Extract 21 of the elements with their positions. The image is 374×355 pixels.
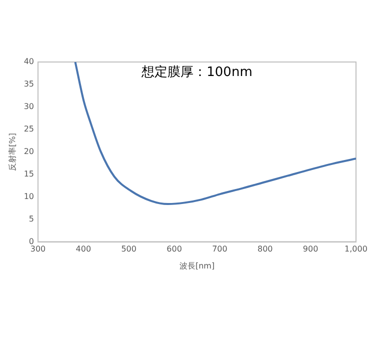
x-tick-label: 500 xyxy=(121,244,136,254)
y-tick-label: 25 xyxy=(24,124,34,134)
x-tick-label: 1,000 xyxy=(344,244,368,254)
x-tick-label: 400 xyxy=(76,244,92,254)
line-series xyxy=(74,62,356,206)
y-tick-label: 10 xyxy=(24,192,34,201)
x-tick-label: 300 xyxy=(30,244,46,254)
y-tick-label: 35 xyxy=(24,80,34,89)
y-tick-label: 15 xyxy=(24,169,34,178)
x-tick-label: 700 xyxy=(212,244,228,254)
y-tick-label: 30 xyxy=(24,102,34,112)
y-tick-label: 20 xyxy=(24,146,34,156)
x-axis-title: 波長[nm] xyxy=(179,261,215,270)
x-tick-label: 800 xyxy=(258,244,273,254)
x-tick-label: 600 xyxy=(166,244,182,254)
annotation: 想定膜厚：100nm xyxy=(140,64,252,80)
y-tick-label: 5 xyxy=(28,214,34,224)
y-axis-title: 反射率[%] xyxy=(8,132,17,171)
x-tick-label: 900 xyxy=(302,244,318,254)
y-tick-label: 40 xyxy=(24,57,34,66)
y-tick-label: 0 xyxy=(28,236,34,246)
